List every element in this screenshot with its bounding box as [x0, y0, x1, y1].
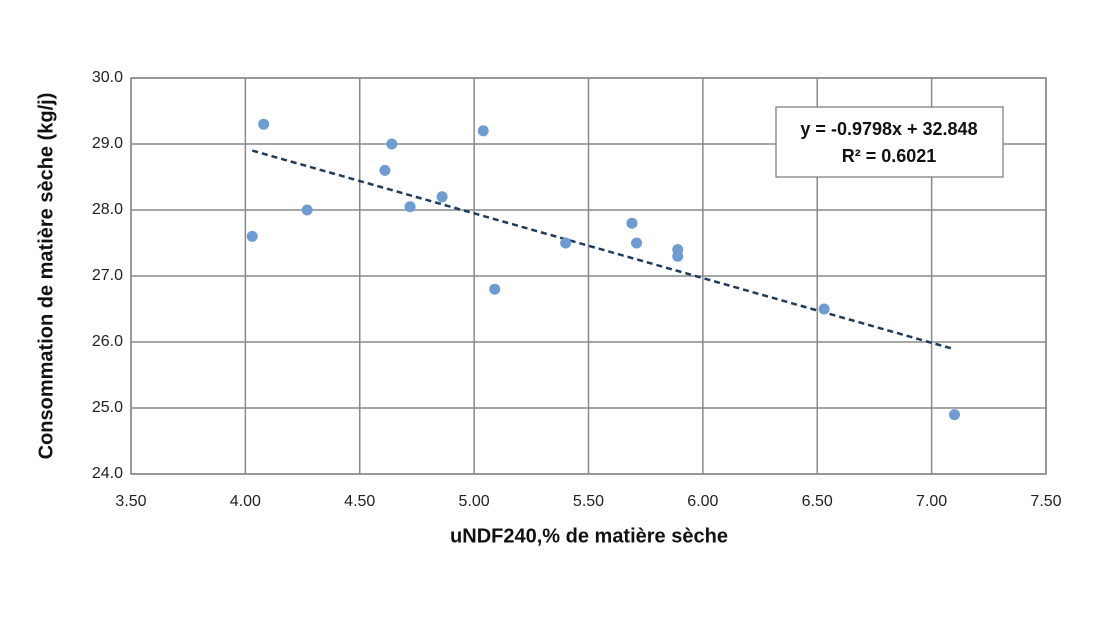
point: [436, 191, 448, 203]
x-tick-label: 7.00: [916, 493, 947, 510]
point: [477, 125, 489, 137]
y-tick-label: 29.0: [92, 135, 123, 152]
x-tick-label: 4.50: [344, 493, 375, 510]
x-axis-title: uNDF240,% de matière sèche: [450, 525, 728, 547]
point: [631, 237, 643, 249]
x-tick-label: 3.50: [115, 493, 146, 510]
x-tick-label: 6.00: [687, 493, 718, 510]
r-squared: R² = 0.6021: [842, 146, 937, 166]
y-tick-label: 26.0: [92, 333, 123, 350]
point: [386, 138, 398, 150]
point: [301, 204, 313, 216]
point: [489, 283, 501, 295]
point: [246, 230, 258, 242]
point: [949, 409, 960, 421]
trendline: [251, 149, 955, 351]
y-tick-label: 24.0: [92, 465, 123, 482]
point: [818, 303, 830, 315]
point: [404, 201, 416, 213]
equation-box: [775, 106, 1004, 178]
y-tick-label: 27.0: [92, 267, 123, 284]
y-tick-label: 30.0: [92, 69, 123, 86]
point: [626, 217, 638, 229]
x-tick-label: 5.50: [573, 493, 604, 510]
y-tick-label: 25.0: [92, 399, 123, 416]
point: [258, 118, 270, 130]
y-tick-label: 28.0: [92, 201, 123, 218]
plot-border: [130, 77, 1047, 475]
point: [672, 250, 684, 262]
point: [379, 164, 391, 176]
x-tick-label: 5.00: [459, 493, 490, 510]
equation: y = -0.9798x + 32.848: [800, 119, 977, 139]
x-tick-label: 4.00: [230, 493, 261, 510]
point: [560, 237, 572, 249]
y-axis-title: Consommation de matière sèche (kg/j): [35, 93, 57, 460]
x-tick-label: 6.50: [802, 493, 833, 510]
x-tick-label: 7.50: [1030, 493, 1061, 510]
